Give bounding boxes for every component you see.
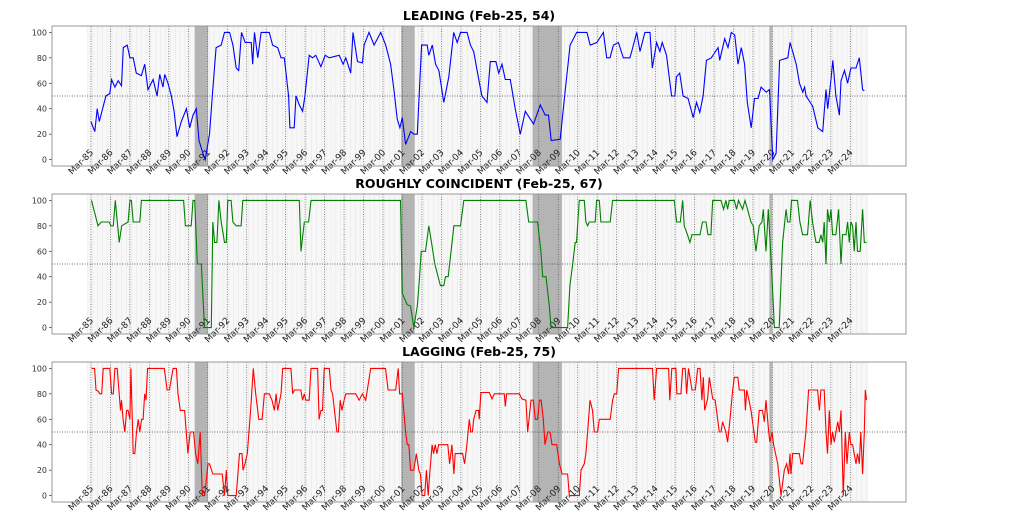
chart-title: ROUGHLY COINCIDENT (Feb-25, 67) bbox=[355, 176, 603, 191]
y-tick-label: 20 bbox=[37, 298, 47, 307]
axes-frame bbox=[51, 25, 907, 167]
y-tick-label: 60 bbox=[37, 415, 47, 424]
y-tick-label: 80 bbox=[37, 390, 47, 399]
recession-shade bbox=[194, 362, 208, 502]
y-tick-label: 40 bbox=[37, 105, 47, 114]
recession-shade bbox=[769, 26, 773, 166]
y-tick-label: 60 bbox=[37, 247, 47, 256]
panel-1: Mar-85Mar-86Mar-87Mar-88Mar-89Mar-90Mar-… bbox=[32, 176, 907, 345]
series-line bbox=[90, 198, 867, 329]
series-line bbox=[90, 30, 865, 162]
axes-frame bbox=[51, 193, 907, 335]
y-tick-label: 40 bbox=[37, 273, 47, 282]
y-tick-label: 100 bbox=[32, 28, 47, 37]
y-tick-label: 20 bbox=[37, 466, 47, 475]
y-tick-label: 0 bbox=[42, 492, 47, 501]
panel-2: Mar-85Mar-86Mar-87Mar-88Mar-89Mar-90Mar-… bbox=[32, 344, 907, 513]
chart-title: LEADING (Feb-25, 54) bbox=[403, 8, 555, 23]
series-line bbox=[91, 367, 868, 497]
chart-title: LAGGING (Feb-25, 75) bbox=[402, 344, 556, 359]
y-tick-label: 80 bbox=[37, 222, 47, 231]
panel-0: Mar-85Mar-86Mar-87Mar-88Mar-89Mar-90Mar-… bbox=[32, 8, 907, 177]
y-tick-label: 40 bbox=[37, 441, 47, 450]
y-tick-label: 100 bbox=[32, 364, 47, 373]
y-tick-label: 20 bbox=[37, 130, 47, 139]
axes-frame bbox=[51, 361, 907, 503]
y-tick-label: 0 bbox=[42, 324, 47, 333]
y-tick-label: 60 bbox=[37, 79, 47, 88]
recession-shade bbox=[194, 26, 208, 166]
y-tick-label: 100 bbox=[32, 196, 47, 205]
y-tick-label: 80 bbox=[37, 54, 47, 63]
y-tick-label: 0 bbox=[42, 156, 47, 165]
recession-shade bbox=[769, 362, 773, 502]
